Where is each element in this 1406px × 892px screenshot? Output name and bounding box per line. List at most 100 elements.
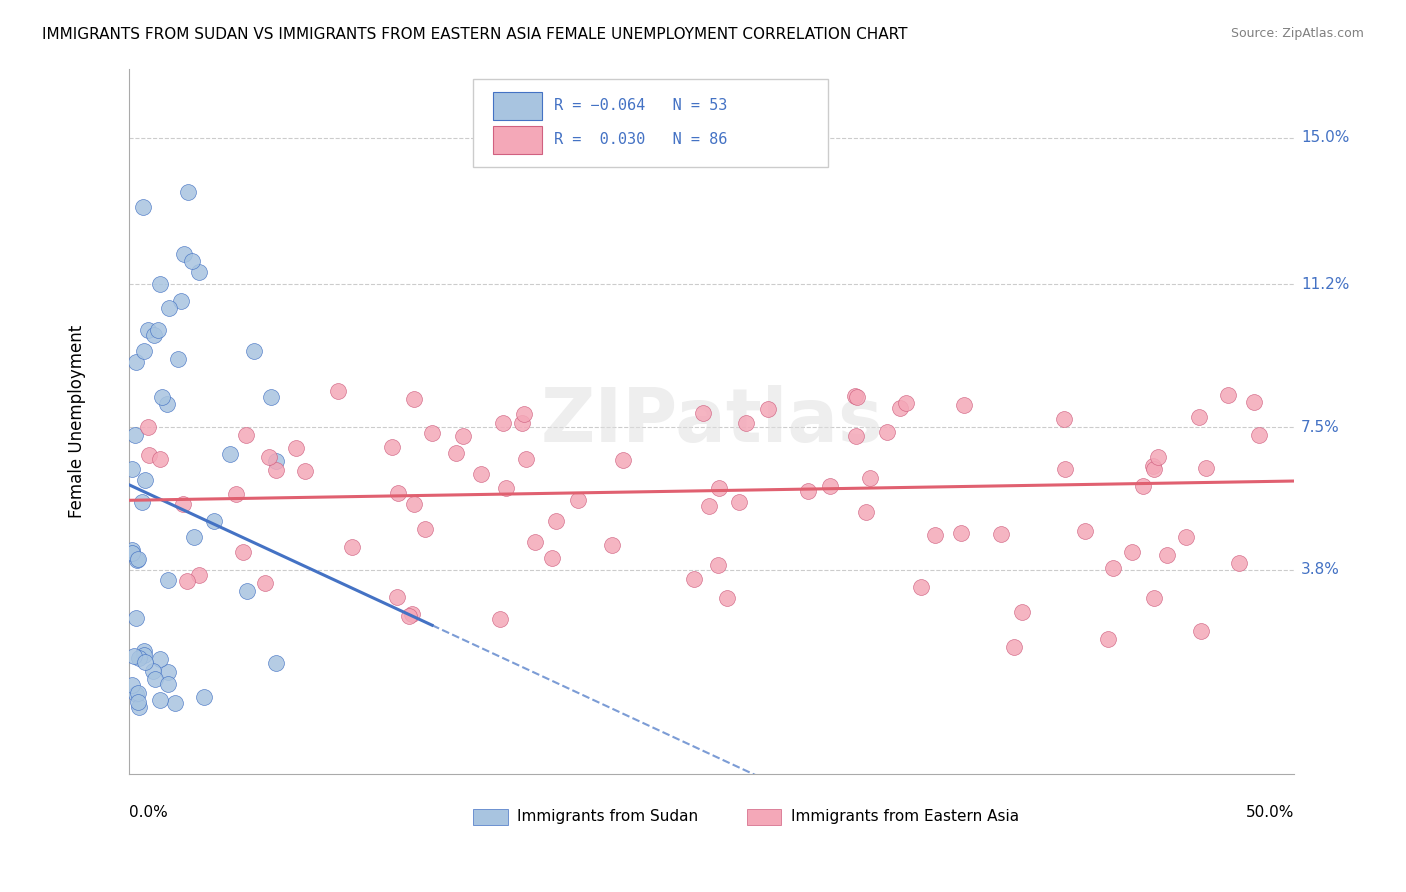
Point <box>1102 561 1125 575</box>
Point <box>132 200 155 214</box>
Text: 11.2%: 11.2% <box>1301 277 1350 292</box>
Point <box>1143 462 1166 476</box>
Point <box>756 401 779 416</box>
Point <box>398 609 420 624</box>
Point <box>1143 591 1166 605</box>
Point <box>149 693 172 707</box>
Text: R = −0.064   N = 53: R = −0.064 N = 53 <box>554 98 728 113</box>
Point <box>173 247 195 261</box>
Point <box>156 397 179 411</box>
Point <box>404 497 426 511</box>
Point <box>121 546 143 560</box>
Point <box>889 401 911 416</box>
Point <box>1243 395 1265 409</box>
Point <box>125 611 148 625</box>
Point <box>235 428 257 442</box>
Point <box>134 644 156 658</box>
Point <box>444 446 467 460</box>
Point <box>709 481 731 495</box>
Point <box>128 651 150 665</box>
Text: IMMIGRANTS FROM SUDAN VS IMMIGRANTS FROM EASTERN ASIA FEMALE UNEMPLOYMENT CORREL: IMMIGRANTS FROM SUDAN VS IMMIGRANTS FROM… <box>42 27 908 42</box>
Point <box>1073 524 1095 538</box>
Point <box>728 494 751 508</box>
Point <box>692 407 714 421</box>
Point <box>128 700 150 714</box>
Point <box>735 416 758 430</box>
Point <box>1132 479 1154 493</box>
Point <box>797 483 820 498</box>
Point <box>567 492 589 507</box>
Point <box>156 665 179 679</box>
Text: 50.0%: 50.0% <box>1246 805 1294 820</box>
Text: 0.0%: 0.0% <box>129 805 169 820</box>
Point <box>121 461 143 475</box>
Point <box>127 553 149 567</box>
Point <box>138 448 160 462</box>
Point <box>1189 624 1212 639</box>
Point <box>1156 548 1178 562</box>
Point <box>910 581 932 595</box>
Point <box>1142 459 1164 474</box>
Bar <box>492 92 541 120</box>
Point <box>1147 450 1170 465</box>
Point <box>540 551 562 566</box>
Point <box>420 425 443 440</box>
Point <box>264 656 287 670</box>
Point <box>132 343 155 358</box>
Point <box>121 678 143 692</box>
Point <box>124 355 146 369</box>
Point <box>845 390 868 404</box>
FancyBboxPatch shape <box>472 79 828 168</box>
Point <box>515 451 537 466</box>
Text: Source: ZipAtlas.com: Source: ZipAtlas.com <box>1230 27 1364 40</box>
Point <box>470 467 492 481</box>
Point <box>682 572 704 586</box>
Text: 7.5%: 7.5% <box>1301 419 1340 434</box>
Point <box>387 486 409 500</box>
Point <box>193 690 215 705</box>
Point <box>1227 557 1250 571</box>
Point <box>546 514 568 528</box>
Point <box>149 652 172 666</box>
Point <box>707 558 730 572</box>
Point <box>124 428 146 442</box>
Point <box>121 546 143 560</box>
Point <box>1011 605 1033 619</box>
Point <box>952 398 974 412</box>
Point <box>146 323 169 337</box>
Point <box>1174 530 1197 544</box>
Point <box>122 649 145 664</box>
Point <box>513 407 536 421</box>
Point <box>134 655 156 669</box>
Point <box>170 293 193 308</box>
Text: R =  0.030   N = 86: R = 0.030 N = 86 <box>554 132 728 147</box>
Point <box>132 648 155 663</box>
Text: Female Unemployment: Female Unemployment <box>67 325 86 518</box>
Point <box>166 351 188 366</box>
Point <box>950 525 973 540</box>
Point <box>716 591 738 606</box>
Point <box>180 254 202 268</box>
Point <box>264 454 287 468</box>
Point <box>285 442 308 456</box>
Point <box>148 277 170 291</box>
Point <box>1247 427 1270 442</box>
Point <box>152 390 174 404</box>
Point <box>990 527 1012 541</box>
Point <box>385 591 408 605</box>
Point <box>136 420 159 434</box>
Point <box>121 543 143 558</box>
Point <box>326 384 349 398</box>
Point <box>415 522 437 536</box>
Point <box>697 499 720 513</box>
Point <box>176 185 198 199</box>
Point <box>163 697 186 711</box>
Point <box>187 264 209 278</box>
Point <box>142 664 165 678</box>
Point <box>156 573 179 587</box>
Point <box>188 567 211 582</box>
Point <box>1218 388 1240 402</box>
Point <box>492 416 515 430</box>
Point <box>125 687 148 701</box>
Point <box>524 534 547 549</box>
